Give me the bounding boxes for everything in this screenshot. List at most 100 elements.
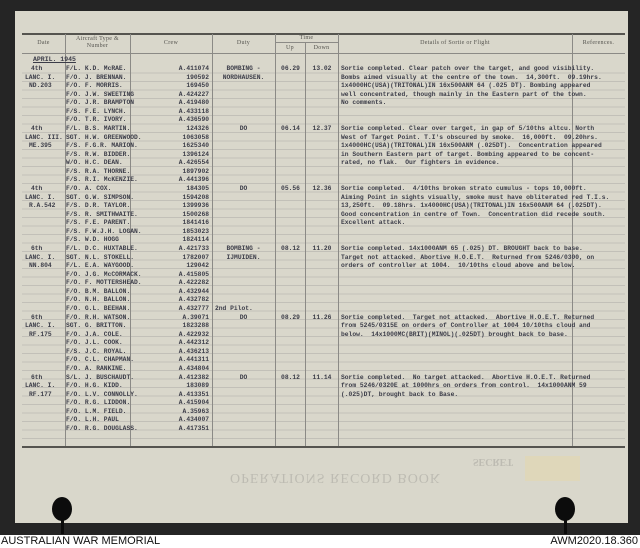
crew-name: F/S. R. SMITHWAITE. <box>66 210 138 218</box>
sortie-date: 6th <box>31 245 43 252</box>
crew-service-number: 1841416 <box>182 219 209 226</box>
details-line: orders of controller at 1004. 10/10ths c… <box>341 262 576 269</box>
column-divider <box>275 34 276 446</box>
crew-service-number: 129042 <box>186 262 209 269</box>
crew-name: F/O. F. MOTTERSHEAD. <box>66 279 142 286</box>
aircraft-type: LANC. I. <box>25 73 56 81</box>
time-down: 11.20 <box>312 245 332 252</box>
aircraft-serial: ND.203 <box>29 82 52 89</box>
table-top-border <box>22 33 625 35</box>
time-down: 13.02 <box>312 65 332 72</box>
crew-name: F/O. H.G. KIDD. <box>66 382 123 389</box>
crew-name: F/O. J.R. BRAMPTON <box>66 99 135 106</box>
duty-text: NORDHAUSEN. <box>222 73 265 81</box>
crew-name: F/O. L.H. PAUL <box>66 416 119 423</box>
crew-service-number: 1594208 <box>182 193 209 201</box>
crew-service-number: A.434007 <box>178 416 209 423</box>
details-line: Excellent attack. <box>341 219 406 226</box>
crew-name: F/S. F.G.R. MARION. <box>66 142 138 149</box>
aircraft-type: LANC. III. <box>25 133 63 141</box>
crew-service-number: A.417351 <box>178 424 209 432</box>
punch-hole-left <box>52 497 72 521</box>
crew-name: F/L. D.C. HUXTABLE. <box>66 245 138 252</box>
crew-name: SGT. H.W. GREENWOOD. <box>66 133 142 141</box>
crew-name: SGT. G.W. SIMPSON. <box>66 193 135 201</box>
aircraft-type: LANC. I. <box>25 382 56 389</box>
crew-service-number: A.436590 <box>178 116 209 123</box>
column-divider <box>338 34 339 446</box>
aircraft-type: LANC. I. <box>25 193 56 201</box>
details-line: Sortie completed. Clear over target, in … <box>341 125 595 132</box>
crew-service-number: A.424227 <box>178 90 209 98</box>
duty-text: DO <box>239 313 248 321</box>
crew-name: F/O. J.W. SWEETING <box>66 90 135 98</box>
duty-text: DO <box>239 373 248 381</box>
details-line: below. 14x1000MC(BRIT)(MINOL)(.025DT) br… <box>341 330 568 338</box>
crew-service-number: A.441311 <box>178 356 209 363</box>
column-divider <box>130 34 131 446</box>
details-line: in Southern Eastern part of target. Bomb… <box>341 150 595 158</box>
crew-service-number: 1897902 <box>182 167 209 175</box>
crew-name: F/S. R.W. BIDDER. <box>66 150 131 158</box>
crew-name: F/O. F. MORRIS. <box>66 82 123 89</box>
crew-name: F/O. L.M. FIELD. <box>66 407 127 415</box>
details-line: rated, no flak. Our fighters in evidence… <box>341 159 500 166</box>
crew-service-number: A.39071 <box>182 313 209 321</box>
crew-service-number: A.421733 <box>178 245 209 252</box>
punch-hole-slot <box>61 518 64 534</box>
time-down: 11.14 <box>312 373 332 381</box>
duty-text: BOMBING - <box>226 65 261 72</box>
crew-service-number: A.426554 <box>178 159 209 166</box>
details-line: from 5245/0315E on orders of Controller … <box>341 322 591 329</box>
tape-patch <box>525 456 580 481</box>
time-up: 05.56 <box>281 185 300 192</box>
crew-service-number: A.411074 <box>178 65 209 72</box>
crew-service-number: A.432777 <box>178 304 209 312</box>
crew-service-number: A.422282 <box>178 279 209 286</box>
details-line: Bombs aimed visually at the centre of th… <box>341 73 602 81</box>
sortie-date: 6th <box>31 373 43 381</box>
header-aircraft: Aircraft Type & Number <box>76 36 119 49</box>
column-divider <box>65 34 66 446</box>
aircraft-serial: RF.177 <box>29 390 52 398</box>
crew-name: F/O. A. COX. <box>66 185 112 192</box>
crew-service-number: A.436213 <box>178 347 209 355</box>
header-up: Up <box>286 45 294 51</box>
time-down: 11.26 <box>312 313 332 321</box>
details-line: Sortie completed. Clear patch over the t… <box>341 65 595 72</box>
crew-name: F/O. J.L. COOK. <box>66 339 123 346</box>
archive-reference-number: AWM2020.18.360 <box>550 535 638 547</box>
header-time: Time <box>299 35 314 41</box>
crew-name: F/L. K.D. McRAE. <box>66 65 127 72</box>
punch-hole-right <box>555 497 575 521</box>
aircraft-serial: NN.804 <box>29 262 52 269</box>
crew-note: 2nd Pilot. <box>215 304 253 312</box>
time-up: 08.12 <box>281 245 300 252</box>
duty-text: IJMUIDEN. <box>226 253 261 261</box>
crew-name: F/S. F.W.J.H. LOGAN. <box>66 227 142 235</box>
duty-text: BOMBING - <box>226 245 261 252</box>
crew-name: S/L. J. BUSCHAUDT. <box>66 373 135 381</box>
time-up: 06.14 <box>281 125 300 132</box>
crew-name: F/O. A. RANKINE. <box>66 364 127 372</box>
crew-service-number: 1063058 <box>182 133 209 141</box>
punch-hole-slot <box>564 518 567 534</box>
crew-service-number: A.415805 <box>178 270 209 278</box>
crew-name: F/O. R.G. LIDDON. <box>66 399 131 406</box>
crew-name: SGT. N.L. STOKELL. <box>66 253 135 261</box>
details-line: well concentrated, though mainly in the … <box>341 90 587 98</box>
header-references: References. <box>582 40 615 46</box>
table-bottom-border <box>22 446 625 448</box>
crew-name: F/S. D.R. TAYLOR. <box>66 202 131 209</box>
details-line: from 5246/0320E at 1000hrs on orders fro… <box>341 382 587 389</box>
form-title-bleedthrough: OPERATIONS RECORD BOOK <box>230 470 442 485</box>
crew-name: F/S. J.C. ROYAL. <box>66 347 127 355</box>
crew-name: F/S. W.D. HOGG <box>66 236 119 243</box>
crew-service-number: 190592 <box>186 73 209 81</box>
crew-service-number: 1853023 <box>182 227 209 235</box>
details-line: West of Target Point. T.I's obscured by … <box>341 133 598 141</box>
crew-service-number: A.433118 <box>178 107 209 115</box>
header-details: Details of Sortie or Flight <box>420 40 490 46</box>
details-line: (.025)DT, brought back to Base. <box>341 390 459 398</box>
crew-service-number: 183089 <box>186 382 209 389</box>
